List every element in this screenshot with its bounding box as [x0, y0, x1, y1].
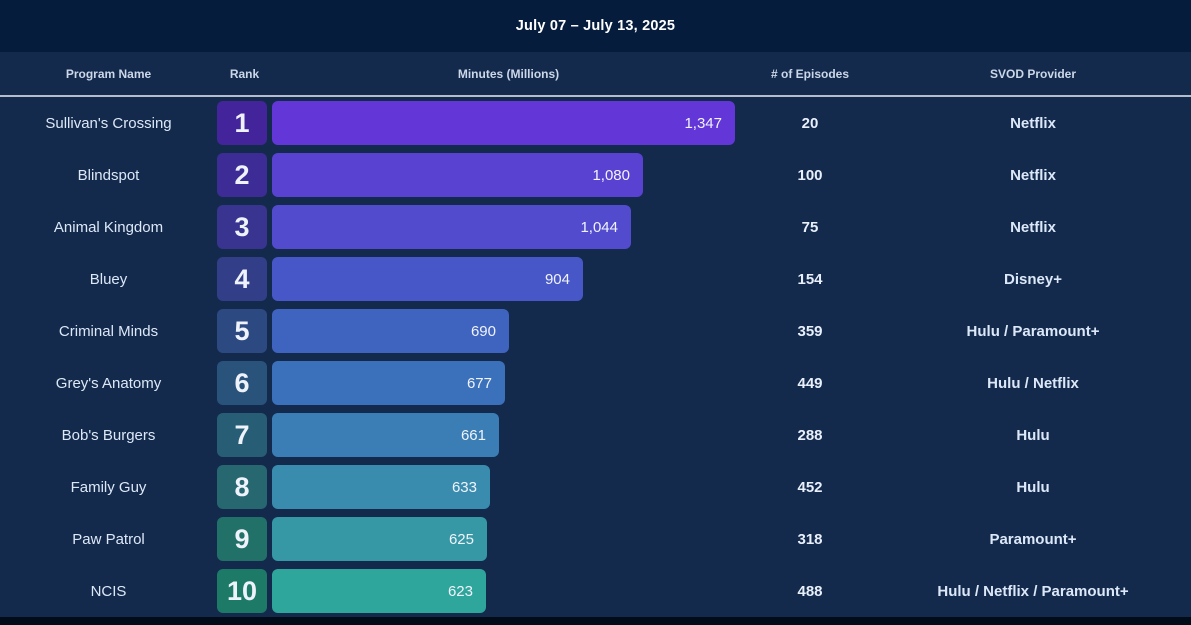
- rank-badge: 3: [217, 205, 267, 249]
- minutes-bar: 904: [272, 257, 583, 301]
- svod-provider: Netflix: [1010, 166, 1056, 184]
- program-name: Criminal Minds: [58, 322, 159, 340]
- rank-badge: 8: [217, 465, 267, 509]
- minutes-value: 1,044: [580, 218, 618, 236]
- svod-provider: Paramount+: [989, 530, 1077, 548]
- footer-strip: [0, 617, 1191, 625]
- column-header-episodes: # of Episodes: [770, 66, 850, 81]
- minutes-bar: 1,347: [272, 101, 735, 145]
- svod-provider: Hulu: [1016, 478, 1050, 496]
- svod-provider: Hulu / Paramount+: [966, 322, 1100, 340]
- column-header-program: Program Name: [65, 66, 152, 81]
- svod-provider: Disney+: [1004, 270, 1062, 288]
- minutes-bar: 1,080: [272, 153, 643, 197]
- table-row: Animal Kingdom 3 1,044 75 Netflix: [0, 201, 1191, 253]
- episodes-count: 359: [797, 322, 823, 340]
- table-row: NCIS 10 623 488 Hulu / Netflix / Paramou…: [0, 565, 1191, 617]
- program-name: Bluey: [89, 270, 128, 288]
- table-row: Family Guy 8 633 452 Hulu: [0, 461, 1191, 513]
- minutes-bar: 661: [272, 413, 499, 457]
- svod-provider: Hulu / Netflix: [987, 374, 1079, 392]
- table-row: Bluey 4 904 154 Disney+: [0, 253, 1191, 305]
- minutes-bar: 633: [272, 465, 490, 509]
- rank-badge: 1: [217, 101, 267, 145]
- episodes-count: 75: [801, 218, 819, 236]
- minutes-value: 1,080: [592, 166, 630, 184]
- table-row: Paw Patrol 9 625 318 Paramount+: [0, 513, 1191, 565]
- svod-provider: Hulu / Netflix / Paramount+: [937, 582, 1129, 600]
- program-name: NCIS: [90, 582, 127, 600]
- svod-provider: Hulu: [1016, 426, 1050, 444]
- table-row: Sullivan's Crossing 1 1,347 20 Netflix: [0, 97, 1191, 149]
- episodes-count: 318: [797, 530, 823, 548]
- program-name: Paw Patrol: [72, 530, 145, 548]
- minutes-bar: 677: [272, 361, 505, 405]
- rank-badge: 4: [217, 257, 267, 301]
- svod-provider: Netflix: [1010, 114, 1056, 132]
- table-row: Grey's Anatomy 6 677 449 Hulu / Netflix: [0, 357, 1191, 409]
- minutes-value: 625: [448, 530, 474, 548]
- table-row: Bob's Burgers 7 661 288 Hulu: [0, 409, 1191, 461]
- episodes-count: 20: [801, 114, 819, 132]
- rank-badge: 5: [217, 309, 267, 353]
- program-name: Sullivan's Crossing: [45, 114, 172, 132]
- minutes-value: 677: [466, 374, 492, 392]
- table-header-row: Program Name Rank Minutes (Millions) # o…: [0, 52, 1191, 97]
- episodes-count: 100: [797, 166, 823, 184]
- episodes-count: 449: [797, 374, 823, 392]
- rank-badge: 6: [217, 361, 267, 405]
- table-row: Criminal Minds 5 690 359 Hulu / Paramoun…: [0, 305, 1191, 357]
- minutes-value: 623: [447, 582, 473, 600]
- program-name: Blindspot: [77, 166, 140, 184]
- column-header-minutes: Minutes (Millions): [457, 66, 560, 81]
- rank-badge: 2: [217, 153, 267, 197]
- table-row: Blindspot 2 1,080 100 Netflix: [0, 149, 1191, 201]
- episodes-count: 154: [797, 270, 823, 288]
- table-body: Sullivan's Crossing 1 1,347 20 Netflix B…: [0, 97, 1191, 617]
- minutes-value: 661: [460, 426, 486, 444]
- minutes-value: 690: [470, 322, 496, 340]
- minutes-bar: 623: [272, 569, 486, 613]
- program-name: Grey's Anatomy: [55, 374, 162, 392]
- program-name: Family Guy: [70, 478, 147, 496]
- page-title: July 07 – July 13, 2025: [515, 18, 676, 34]
- minutes-value: 633: [451, 478, 477, 496]
- minutes-bar: 1,044: [272, 205, 631, 249]
- title-bar: July 07 – July 13, 2025: [0, 0, 1191, 52]
- program-name: Bob's Burgers: [61, 426, 156, 444]
- rank-badge: 7: [217, 413, 267, 457]
- column-header-provider: SVOD Provider: [989, 66, 1077, 81]
- rank-badge: 9: [217, 517, 267, 561]
- minutes-value: 904: [544, 270, 570, 288]
- rank-badge: 10: [217, 569, 267, 613]
- program-name: Animal Kingdom: [53, 218, 164, 236]
- svod-provider: Netflix: [1010, 218, 1056, 236]
- episodes-count: 288: [797, 426, 823, 444]
- episodes-count: 452: [797, 478, 823, 496]
- column-header-rank: Rank: [229, 66, 260, 81]
- minutes-bar: 625: [272, 517, 487, 561]
- minutes-value: 1,347: [684, 114, 722, 132]
- minutes-bar: 690: [272, 309, 509, 353]
- episodes-count: 488: [797, 582, 823, 600]
